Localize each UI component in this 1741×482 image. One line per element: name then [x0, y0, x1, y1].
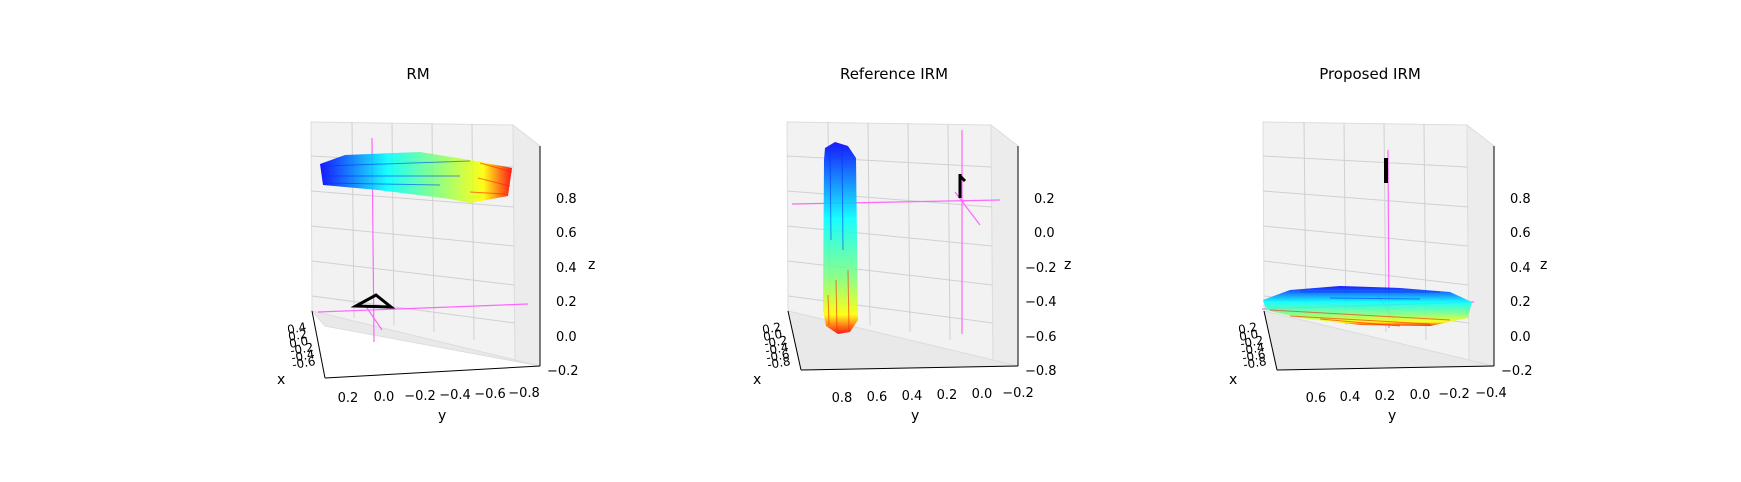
y-tick-label: 0.2 — [937, 388, 958, 403]
subplot-rm: RM — [277, 65, 595, 424]
y-tick-label: −0.8 — [508, 386, 540, 401]
x-tick-label: 0.2 — [287, 327, 308, 344]
z-tick-label: −0.2 — [1501, 364, 1533, 379]
x-tick-label: -0.6 — [1241, 347, 1266, 365]
z-tick-label: 0.2 — [1510, 295, 1531, 310]
y-tick-label: −0.2 — [1002, 386, 1034, 401]
y-tick-labels: 0.2 0.0 −0.2 −0.4 −0.6 −0.8 — [338, 386, 540, 406]
y-tick-label: 0.8 — [832, 391, 853, 406]
z-tick-label: 0.8 — [556, 192, 577, 207]
chart-title: Reference IRM — [840, 65, 948, 83]
y-tick-labels: 0.6 0.4 0.2 0.0 −0.2 −0.4 — [1306, 386, 1507, 406]
y-tick-label: −0.4 — [1475, 386, 1507, 401]
x-axis-label: x — [1229, 372, 1237, 388]
x-tick-label: -0.8 — [766, 354, 791, 372]
y-tick-label: 0.0 — [1410, 388, 1431, 403]
y-tick-label: 0.6 — [867, 390, 888, 405]
z-tick-label: −0.4 — [1025, 295, 1057, 310]
z-tick-label: −0.8 — [1025, 364, 1057, 379]
y-tick-label: −0.6 — [474, 387, 506, 402]
y-tick-label: 0.2 — [1375, 389, 1396, 404]
camera-marker — [958, 174, 967, 198]
z-tick-label: 0.0 — [1034, 226, 1055, 241]
z-tick-label: −0.6 — [1025, 330, 1057, 345]
y-axis-label: y — [1388, 408, 1396, 424]
x-tick-label: -0.2 — [1239, 333, 1264, 351]
z-axis-label: z — [1540, 257, 1547, 273]
x-tick-label: 0.0 — [1238, 327, 1259, 344]
side-pane — [512, 123, 541, 367]
point-cloud — [320, 152, 513, 203]
z-tick-label: 0.2 — [556, 295, 577, 310]
x-tick-label: -0.2 — [289, 340, 314, 358]
y-tick-label: 0.6 — [1306, 391, 1327, 406]
x-tick-label: 0.4 — [286, 320, 307, 337]
x-tick-label: -0.4 — [1240, 340, 1265, 358]
z-tick-label: 0.8 — [1510, 192, 1531, 207]
y-tick-labels: 0.8 0.6 0.4 0.2 0.0 −0.2 — [832, 386, 1034, 406]
y-tick-label: −0.4 — [439, 388, 471, 403]
y-axis-line — [324, 365, 541, 379]
z-axis-label: z — [588, 257, 595, 273]
x-tick-label: -0.2 — [763, 333, 788, 351]
z-tick-label: 0.4 — [556, 261, 577, 276]
camera-marker — [350, 293, 396, 309]
z-tick-labels: 0.8 0.6 0.4 0.2 0.0 −0.2 — [547, 192, 579, 379]
x-tick-label: -0.6 — [765, 347, 790, 365]
y-tick-label: 0.4 — [902, 389, 923, 404]
y-axis-line — [800, 365, 1019, 371]
x-axis-line — [787, 310, 802, 371]
z-tick-label: −0.2 — [1025, 261, 1057, 276]
subplot-reference-irm: Reference IRM — [753, 65, 1071, 424]
z-tick-labels: 0.8 0.6 0.4 0.2 0.0 −0.2 — [1501, 192, 1533, 379]
x-axis-line — [311, 310, 326, 379]
side-pane — [1466, 123, 1495, 367]
y-axis-line — [1276, 365, 1495, 371]
x-tick-label: -0.6 — [291, 354, 316, 372]
x-tick-labels: 0.2 0.0 -0.2 -0.4 -0.6 -0.8 — [761, 320, 791, 372]
x-tick-label: 0.2 — [761, 320, 782, 337]
y-tick-label: −0.2 — [404, 389, 436, 404]
side-pane — [990, 123, 1019, 367]
x-axis-label: x — [277, 372, 285, 388]
x-tick-label: 0.0 — [762, 327, 783, 344]
x-tick-labels: 0.4 0.2 0.0 -0.2 -0.4 -0.6 — [286, 320, 316, 372]
y-tick-label: −0.2 — [1438, 387, 1470, 402]
x-tick-label: -0.8 — [1242, 354, 1267, 372]
z-tick-label: 0.0 — [556, 330, 577, 345]
x-axis-line — [1263, 310, 1278, 371]
y-axis-label: y — [438, 408, 446, 424]
x-axis-label: x — [753, 372, 761, 388]
subplot-proposed-irm: Proposed IRM — [1229, 65, 1547, 424]
y-tick-label: 0.0 — [374, 390, 395, 405]
y-tick-label: 0.2 — [338, 391, 359, 406]
x-tick-label: 0.2 — [1237, 320, 1258, 337]
grid — [786, 121, 994, 341]
y-axis-label: y — [911, 408, 919, 424]
z-tick-label: 0.6 — [1510, 226, 1531, 241]
z-tick-label: 0.6 — [556, 226, 577, 241]
x-tick-label: -0.4 — [290, 347, 315, 365]
x-tick-labels: 0.2 0.0 -0.2 -0.4 -0.6 -0.8 — [1237, 320, 1267, 372]
z-tick-labels: 0.2 0.0 −0.2 −0.4 −0.6 −0.8 — [1025, 192, 1057, 379]
z-tick-label: 0.2 — [1034, 192, 1055, 207]
point-cloud — [823, 142, 858, 334]
x-tick-label: 0.0 — [288, 334, 309, 351]
z-tick-label: 0.4 — [1510, 261, 1531, 276]
x-tick-label: -0.4 — [764, 340, 789, 358]
chart-title: RM — [406, 65, 429, 83]
chart-title: Proposed IRM — [1319, 65, 1421, 83]
point-cloud — [1263, 286, 1472, 327]
y-tick-label: 0.4 — [1340, 390, 1361, 405]
z-tick-label: 0.0 — [1510, 330, 1531, 345]
y-tick-label: 0.0 — [972, 387, 993, 402]
z-axis-label: z — [1064, 257, 1071, 273]
z-tick-label: −0.2 — [547, 364, 579, 379]
